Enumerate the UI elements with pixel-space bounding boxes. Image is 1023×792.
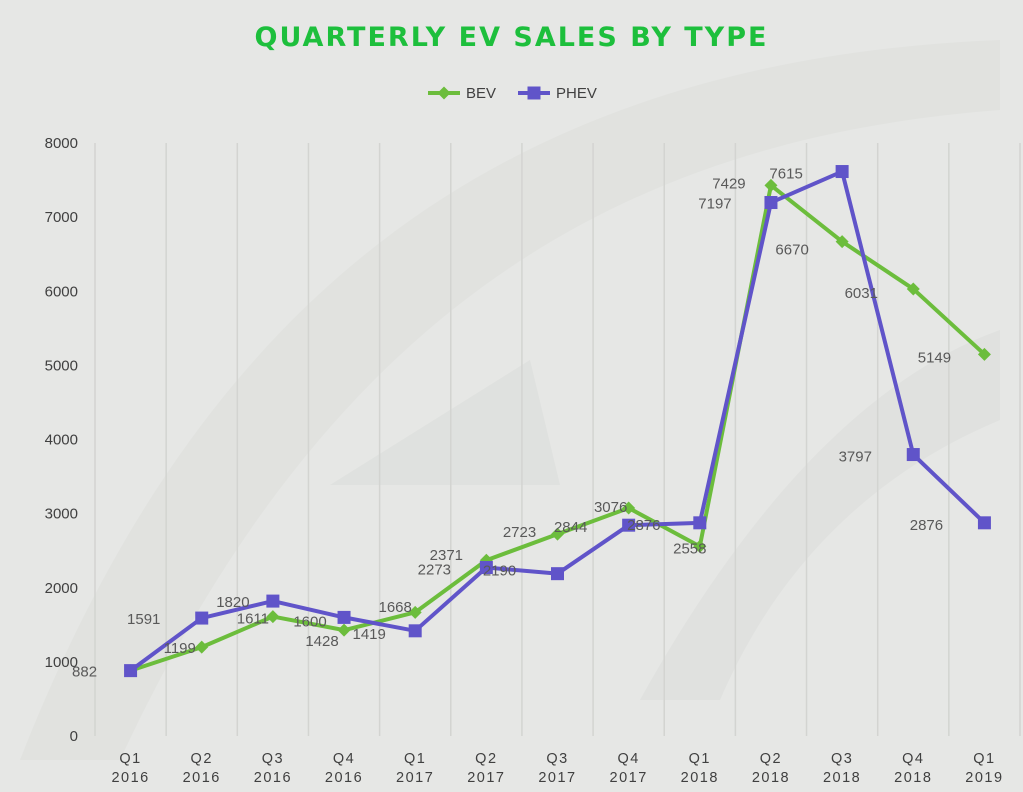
data-labels: 1199 1611 1428 1668 2371 2723 3076 2558 7429 6670…: [72, 166, 951, 681]
bev-point: [551, 527, 564, 541]
x-tick-label: Q1: [689, 751, 711, 767]
bev-point: [835, 235, 849, 249]
x-tick-label: 2017: [396, 770, 434, 786]
phev-point: [835, 165, 849, 179]
phev-point: [337, 610, 351, 624]
x-tick-label: 2018: [894, 770, 932, 786]
x-tick-label: Q4: [617, 751, 639, 767]
phev-point: [551, 567, 564, 581]
data-label-bev: 2723: [503, 524, 536, 541]
data-label-phev: 1591: [127, 611, 160, 628]
data-label-phev: 1419: [353, 626, 386, 643]
x-tick-label: 2016: [183, 770, 221, 786]
data-label-phev: 2190: [483, 563, 516, 580]
x-tick-label: Q1: [973, 751, 995, 767]
x-tick-label: Q3: [831, 751, 853, 767]
phev-point: [693, 516, 707, 530]
bev-point: [977, 347, 991, 361]
data-label-bev: 2558: [673, 540, 706, 557]
data-label-bev: 1611: [237, 611, 269, 628]
bev-point: [408, 605, 422, 619]
data-label-bev: 1668: [379, 599, 412, 616]
legend-marker-phev: [527, 86, 541, 100]
data-label-phev: 3797: [839, 449, 872, 466]
phev-point: [977, 516, 991, 530]
x-tick-label: 2018: [823, 770, 861, 786]
data-label-phev: 7197: [698, 196, 731, 213]
phev-point: [266, 594, 280, 608]
x-tick-label: 2017: [467, 770, 505, 786]
y-tick-label: 0: [70, 728, 78, 745]
x-tick-label: 2016: [111, 770, 149, 786]
x-tick-label: Q2: [760, 751, 782, 767]
data-label-bev: 1199: [164, 640, 196, 657]
x-tick-label: 2017: [610, 770, 648, 786]
bev-point: [337, 623, 351, 637]
x-tick-label: 2017: [538, 770, 576, 786]
phev-point: [622, 518, 636, 532]
data-label-phev: 1820: [216, 594, 249, 611]
phev-point: [906, 448, 920, 462]
phev-point: [124, 664, 138, 678]
legend-marker-bev: [437, 86, 451, 100]
y-tick-label: 3000: [45, 506, 78, 523]
x-tick-label: Q3: [546, 751, 568, 767]
bev-point: [764, 178, 778, 192]
data-label-phev: 2876: [627, 517, 660, 534]
data-label-phev: 1600: [293, 613, 326, 630]
x-tick-label: Q2: [191, 751, 213, 767]
y-tick-label: 5000: [45, 357, 78, 374]
y-tick-label: 8000: [45, 135, 78, 152]
x-tick-label: 2019: [965, 770, 1003, 786]
data-label-bev: 5149: [918, 349, 951, 366]
x-tick-label: Q2: [475, 751, 497, 767]
data-label-bev: 1428: [305, 633, 338, 650]
x-tick-label: 2016: [254, 770, 292, 786]
bev-point: [622, 501, 636, 515]
chart-title: QUARTERLY EV SALES BY TYPE: [254, 22, 769, 53]
background-swoosh: [20, 40, 1000, 760]
x-tick-label: 2016: [325, 770, 363, 786]
y-tick-label: 4000: [45, 432, 78, 449]
x-axis: Q1 2016 Q2 2016 Q3 2016 Q4 2016 Q1 2017 Q2 2017 Q3 20…: [111, 751, 1003, 786]
y-tick-label: 2000: [45, 580, 78, 597]
data-label-phev: 2273: [418, 562, 451, 579]
data-label-phev: 2876: [910, 517, 943, 534]
bev-point: [906, 282, 920, 296]
data-label-phev: 882: [72, 664, 97, 681]
data-label-bev: 3076: [594, 499, 627, 516]
bev-point: [195, 640, 209, 654]
phev-point: [479, 561, 493, 575]
phev-point: [764, 196, 778, 210]
legend-label-phev: PHEV: [556, 85, 597, 102]
bev-point: [266, 610, 280, 624]
data-label-phev: 7615: [769, 166, 802, 183]
legend: BEV PHEV: [428, 85, 597, 102]
data-label-phev: 2844: [554, 519, 587, 536]
data-label-bev: 6031: [845, 285, 878, 302]
x-tick-label: Q4: [902, 751, 924, 767]
legend-label-bev: BEV: [466, 85, 496, 102]
x-tick-label: 2018: [681, 770, 719, 786]
series-layer: [124, 165, 991, 678]
data-label-bev: 2371: [430, 547, 463, 564]
y-tick-label: 6000: [45, 283, 78, 300]
x-tick-label: Q1: [119, 751, 141, 767]
x-tick-label: 2018: [752, 770, 790, 786]
data-label-bev: 6670: [775, 242, 808, 259]
x-tick-label: Q3: [262, 751, 284, 767]
x-tick-label: Q4: [333, 751, 355, 767]
bev-point: [693, 539, 707, 553]
phev-point: [408, 624, 422, 638]
data-label-bev: 7429: [712, 175, 745, 192]
y-tick-label: 7000: [45, 209, 78, 226]
y-axis: 0 1000 2000 3000 4000 5000 6000 7000 8000: [45, 135, 78, 745]
x-tick-label: Q1: [404, 751, 426, 767]
grid-lines: [94, 143, 1021, 736]
phev-point: [195, 611, 209, 625]
y-tick-label: 1000: [45, 654, 78, 671]
